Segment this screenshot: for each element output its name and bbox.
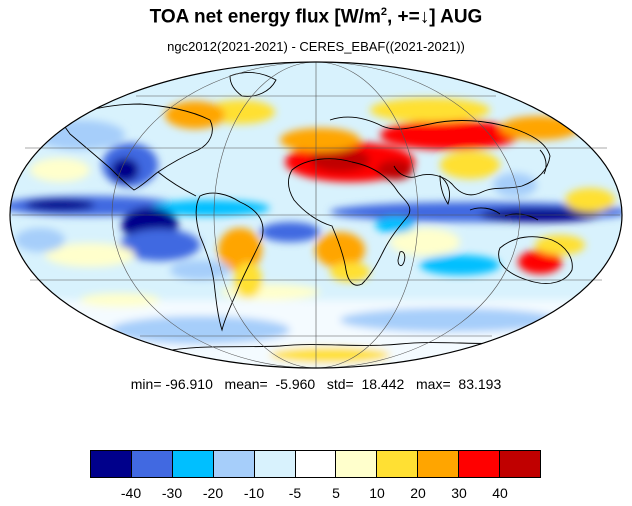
colorbar-box [213, 451, 255, 477]
colorbar-box [418, 451, 460, 477]
colorbar-box [254, 451, 296, 477]
colorbar-label: -30 [161, 485, 183, 501]
colorbar-label: 20 [410, 485, 426, 501]
colorbar-label: 30 [451, 485, 467, 501]
colorbar-label: -10 [243, 485, 265, 501]
map-border [9, 61, 623, 369]
title-superscript: 2 [380, 6, 387, 18]
colorbar-box [172, 451, 214, 477]
colorbar-label: 5 [332, 485, 340, 501]
colorbar-label: 40 [492, 485, 508, 501]
colorbar-labels: -40 -30 -20 -10 -5 5 10 20 30 40 [90, 485, 541, 503]
statistics-line: min= -96.910 mean= -5.960 std= 18.442 ma… [130, 376, 502, 392]
colorbar-box [459, 451, 501, 477]
colorbar-box [500, 451, 540, 477]
colorbar-label: -5 [288, 485, 302, 501]
figure-title: TOA net energy flux [W/m2, +=↓] AUG [0, 6, 632, 28]
colorbar-label: 10 [369, 485, 385, 501]
colorbar-box [336, 451, 378, 477]
colorbar-label: -20 [202, 485, 224, 501]
title-main: TOA net energy flux [W/m [149, 6, 381, 28]
colorbar-box [295, 451, 337, 477]
colorbar-label: -40 [120, 485, 142, 501]
colorbar-box [377, 451, 419, 477]
colorbar-box [131, 451, 173, 477]
figure-subtitle: ngc2012(2021-2021) - CERES_EBAF((2021-20… [167, 39, 465, 54]
continent-outlines [59, 72, 593, 353]
colorbar-box [91, 451, 132, 477]
title-rest: , +=↓] AUG [386, 6, 483, 28]
colorbar [90, 450, 541, 478]
world-map [9, 61, 623, 369]
